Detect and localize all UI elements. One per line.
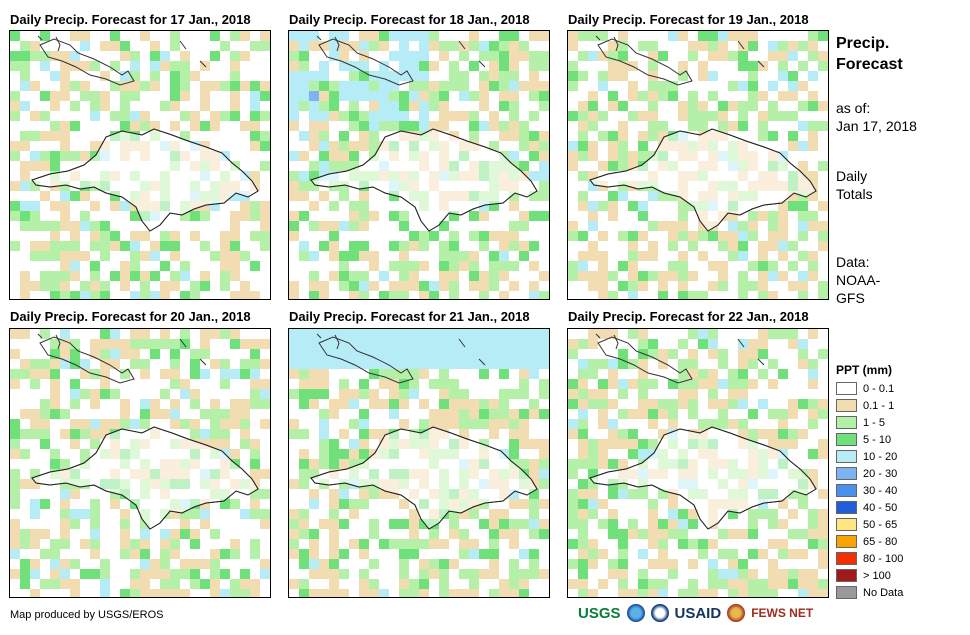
- legend-item: 20 - 30: [836, 465, 903, 482]
- panel-title-4: Daily Precip. Forecast for 20 Jan., 2018: [10, 309, 251, 324]
- legend-label: > 100: [863, 569, 891, 582]
- legend-label: 40 - 50: [863, 501, 898, 514]
- forecast-map-18-jan: [288, 30, 550, 300]
- legend-swatch: [836, 586, 857, 599]
- legend-label: 65 - 80: [863, 535, 898, 548]
- legend-swatch: [836, 450, 857, 463]
- legend-item: 30 - 40: [836, 482, 903, 499]
- legend-item: 10 - 20: [836, 448, 903, 465]
- map-credit: Map produced by USGS/EROS: [10, 609, 164, 621]
- panel-title-3: Daily Precip. Forecast for 19 Jan., 2018: [568, 12, 809, 27]
- forecast-map-17-jan: [9, 30, 271, 300]
- legend-item: 0.1 - 1: [836, 397, 903, 414]
- forecast-map-19-jan: [567, 30, 829, 300]
- panel-title-2: Daily Precip. Forecast for 18 Jan., 2018: [289, 12, 530, 27]
- legend-item: 1 - 5: [836, 414, 903, 431]
- legend-label: 50 - 65: [863, 518, 898, 531]
- usaid-logo: USAID: [674, 604, 722, 622]
- usaid-seal-icon: [650, 604, 669, 622]
- side-heading-line1: Precip.: [836, 35, 890, 52]
- legend-item: 0 - 0.1: [836, 380, 903, 397]
- fews-net-globe-icon: [727, 604, 746, 622]
- legend-item: No Data: [836, 584, 903, 601]
- legend-item: 65 - 80: [836, 533, 903, 550]
- legend-label: 0 - 0.1: [863, 382, 895, 395]
- panel-title-5: Daily Precip. Forecast for 21 Jan., 2018: [289, 309, 530, 324]
- legend-label: 30 - 40: [863, 484, 898, 497]
- data-source-line1: Data:: [836, 254, 870, 270]
- legend-swatch: [836, 518, 857, 531]
- daily-totals-label: Daily Totals: [836, 167, 873, 203]
- legend-swatch: [836, 416, 857, 429]
- legend-item: 50 - 65: [836, 516, 903, 533]
- forecast-map-21-jan: [288, 328, 550, 598]
- panel-title-1: Daily Precip. Forecast for 17 Jan., 2018: [10, 12, 251, 27]
- legend-swatch: [836, 501, 857, 514]
- forecast-map-22-jan: [567, 328, 829, 598]
- legend-swatch: [836, 399, 857, 412]
- legend-rows: 0 - 0.1 0.1 - 1 1 - 5 5 - 10 10 - 20 20 - 30 3…: [836, 380, 903, 601]
- legend-swatch: [836, 552, 857, 565]
- data-source-line2: NOAA-: [836, 272, 881, 288]
- legend-swatch: [836, 484, 857, 497]
- as-of-block: as of: Jan 17, 2018: [836, 99, 917, 135]
- legend-label: No Data: [863, 586, 904, 599]
- fews-net-logo: FEWS NET: [751, 606, 814, 620]
- legend-item: 80 - 100: [836, 550, 903, 567]
- legend-swatch: [836, 569, 857, 582]
- legend-title: PPT (mm): [836, 363, 893, 377]
- legend-label: 5 - 10: [863, 433, 892, 446]
- panel-title-6: Daily Precip. Forecast for 22 Jan., 2018: [568, 309, 809, 324]
- legend-item: > 100: [836, 567, 903, 584]
- legend-swatch: [836, 433, 857, 446]
- legend-label: 1 - 5: [863, 416, 886, 429]
- noaa-logo-icon: [626, 604, 645, 622]
- legend-label: 10 - 20: [863, 450, 898, 463]
- as-of-label: as of:: [836, 100, 871, 116]
- legend-label: 0.1 - 1: [863, 399, 895, 412]
- legend-label: 80 - 100: [863, 552, 904, 565]
- daily-totals-line1: Daily: [836, 168, 868, 184]
- usgs-logo: USGS: [578, 604, 621, 622]
- legend-item: 40 - 50: [836, 499, 903, 516]
- agency-logos: USGS USAID FEWS NET: [578, 604, 813, 622]
- legend-item: 5 - 10: [836, 431, 903, 448]
- daily-totals-line2: Totals: [836, 186, 873, 202]
- as-of-date: Jan 17, 2018: [836, 118, 917, 134]
- legend-swatch: [836, 467, 857, 480]
- side-heading: Precip. Forecast: [836, 33, 903, 75]
- legend-swatch: [836, 382, 857, 395]
- ppt-legend: PPT (mm) 0 - 0.1 0.1 - 1 1 - 5 5 - 10 10 - 2…: [836, 363, 903, 601]
- data-source: Data: NOAA- GFS: [836, 253, 880, 307]
- forecast-map-20-jan: [9, 328, 271, 598]
- legend-swatch: [836, 535, 857, 548]
- legend-label: 20 - 30: [863, 467, 898, 480]
- data-source-line3: GFS: [836, 290, 865, 306]
- side-heading-line2: Forecast: [836, 56, 903, 73]
